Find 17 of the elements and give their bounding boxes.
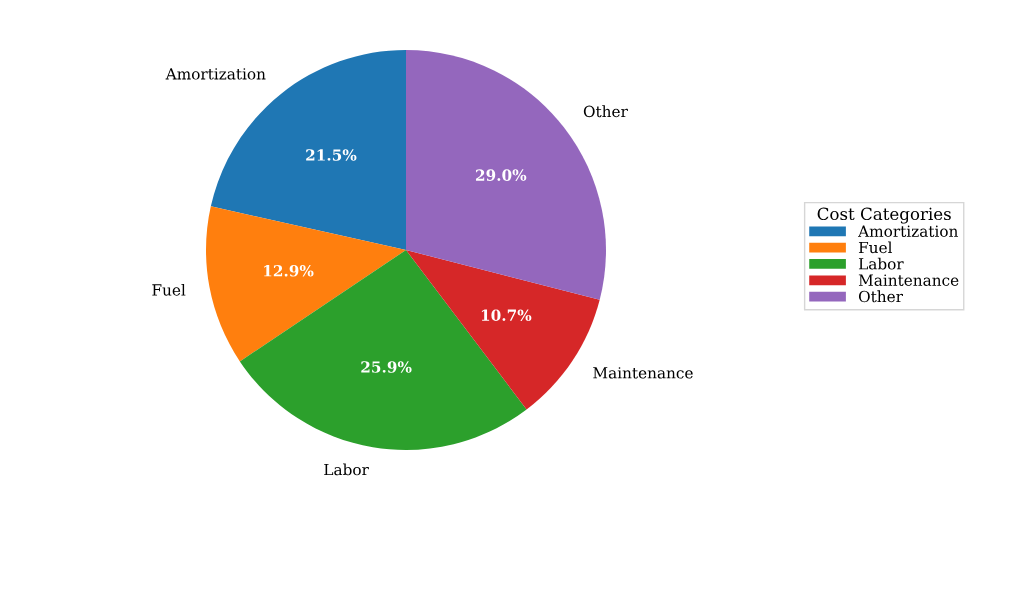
pie-slice [206, 206, 406, 362]
data-label: 12.9% [264, 264, 314, 277]
legend-label: Other [858, 290, 903, 303]
legend-title: Cost Categories [817, 207, 951, 224]
data-label: 29.0% [475, 169, 527, 181]
slice-label: Fuel [152, 283, 186, 296]
slice-label: Maintenance [593, 367, 693, 379]
data-label: 25.9% [361, 361, 412, 373]
legend-label: Labor [858, 257, 904, 270]
data-label: 10.7% [481, 309, 532, 321]
legend-label: Fuel [858, 241, 893, 254]
slice-label: Other [583, 105, 628, 118]
data-label: 21.5% [306, 149, 357, 161]
legend-label: Amortization [858, 225, 958, 237]
legend-label: Maintenance [858, 274, 959, 286]
slice-label: Labor [324, 463, 369, 476]
slice-label: Amortization [165, 68, 266, 80]
